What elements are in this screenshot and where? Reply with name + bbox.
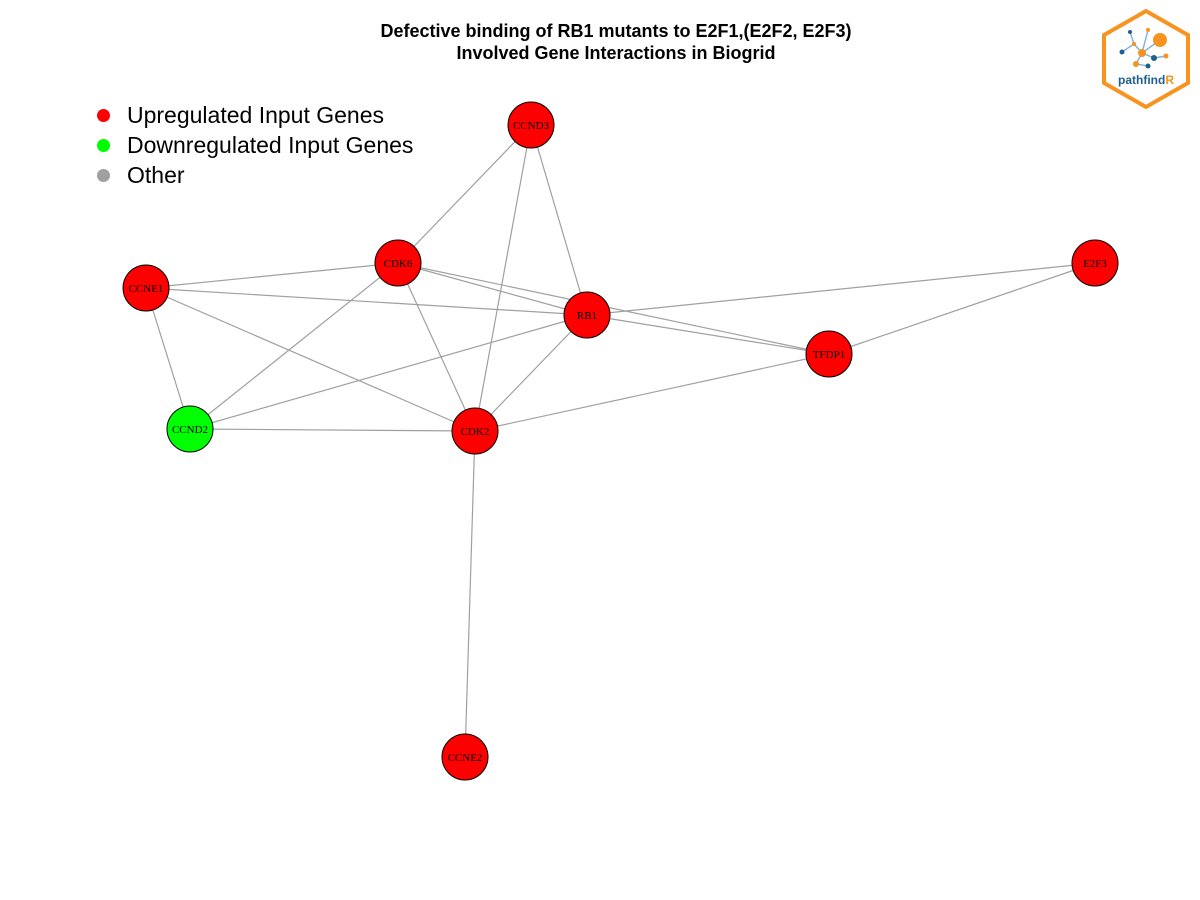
edge-rb1-e2f3 (586, 262, 1096, 316)
pathfindr-logo: pathfindR (1102, 8, 1190, 110)
node-label-rb1: RB1 (577, 310, 597, 322)
legend-item-downregulated: Downregulated Input Genes (97, 130, 413, 160)
edge-ccne1-rb1 (145, 287, 588, 316)
node-ccne2[interactable]: CCNE2 (441, 733, 489, 781)
edge-cdk6-ccnd2 (189, 262, 399, 430)
node-label-ccnd3: CCND3 (513, 120, 550, 132)
node-tfdp1[interactable]: TFDP1 (805, 330, 853, 378)
legend-label-downregulated: Downregulated Input Genes (127, 131, 414, 158)
node-circle-tfdp1[interactable] (805, 330, 853, 378)
edge-rb1-tfdp1 (586, 314, 830, 355)
title-line-1: Defective binding of RB1 mutants to E2F1… (380, 21, 852, 41)
node-ccnd3[interactable]: CCND3 (507, 101, 555, 149)
node-label-cdk2: CDK2 (461, 426, 490, 438)
legend-item-other: Other (97, 160, 413, 190)
node-label-ccnd2: CCND2 (172, 424, 208, 436)
legend: Upregulated Input Genes Downregulated In… (97, 100, 413, 190)
legend-dot-upregulated (97, 108, 110, 122)
edge-ccnd3-cdk6 (397, 124, 532, 264)
node-circle-ccne2[interactable] (441, 733, 489, 781)
logo-text-main: pathfind (1118, 73, 1165, 87)
title-line-2: Involved Gene Interactions in Biogrid (456, 43, 776, 63)
edge-rb1-ccnd2 (189, 314, 588, 430)
node-circle-rb1[interactable] (563, 291, 611, 339)
edge-cdk6-rb1 (397, 262, 588, 316)
edge-cdk6-ccne1 (145, 262, 399, 289)
logo-hexagon (1102, 8, 1190, 110)
node-label-e2f3: E2F3 (1083, 258, 1107, 270)
node-label-ccne2: CCNE2 (448, 752, 483, 764)
edge-ccnd2-cdk2 (189, 428, 476, 432)
legend-label-upregulated: Upregulated Input Genes (127, 101, 385, 128)
node-circle-ccne1[interactable] (122, 264, 170, 312)
node-label-tfdp1: TFDP1 (813, 349, 845, 361)
legend-label-other: Other (127, 161, 185, 188)
edge-cdk6-cdk2 (397, 262, 476, 432)
logo-network-nodes (1119, 28, 1169, 69)
node-cdk6[interactable]: CDK6 (374, 239, 422, 287)
logo-wordmark: pathfindR (1118, 73, 1174, 87)
logo-text-accent: R (1165, 73, 1174, 87)
edge-rb1-cdk2 (474, 314, 588, 432)
node-circle-ccnd3[interactable] (507, 101, 555, 149)
node-circle-e2f3[interactable] (1071, 239, 1119, 287)
network-nodes: CCND3 CDK6 CCNE1 RB1 E2F3 TFDP1 CCND2 CDK2 CCNE2 (122, 101, 1119, 781)
node-circle-cdk2[interactable] (451, 407, 499, 455)
node-label-cdk6: CDK6 (384, 258, 413, 270)
node-circle-ccnd2[interactable] (166, 405, 214, 453)
network-edges (145, 124, 1096, 758)
edge-ccnd3-cdk2 (474, 124, 532, 432)
legend-dot-other (97, 168, 110, 182)
node-ccne1[interactable]: CCNE1 (122, 264, 170, 312)
edge-ccne1-cdk2 (145, 287, 476, 432)
edge-cdk6-tfdp1 (397, 262, 830, 355)
edge-ccne1-ccnd2 (145, 287, 191, 430)
edge-e2f3-tfdp1 (828, 262, 1096, 355)
node-cdk2[interactable]: CDK2 (451, 407, 499, 455)
edge-ccnd3-rb1 (530, 124, 588, 316)
chart-title: Defective binding of RB1 mutants to E2F1… (0, 20, 1200, 64)
edge-tfdp1-cdk2 (474, 353, 830, 432)
node-rb1[interactable]: RB1 (563, 291, 611, 339)
node-circle-cdk6[interactable] (374, 239, 422, 287)
legend-item-upregulated: Upregulated Input Genes (97, 100, 413, 130)
node-e2f3[interactable]: E2F3 (1071, 239, 1119, 287)
node-label-ccne1: CCNE1 (129, 283, 164, 295)
legend-dot-downregulated (97, 138, 110, 152)
node-ccnd2[interactable]: CCND2 (166, 405, 214, 453)
edge-cdk2-ccne2 (464, 430, 476, 758)
